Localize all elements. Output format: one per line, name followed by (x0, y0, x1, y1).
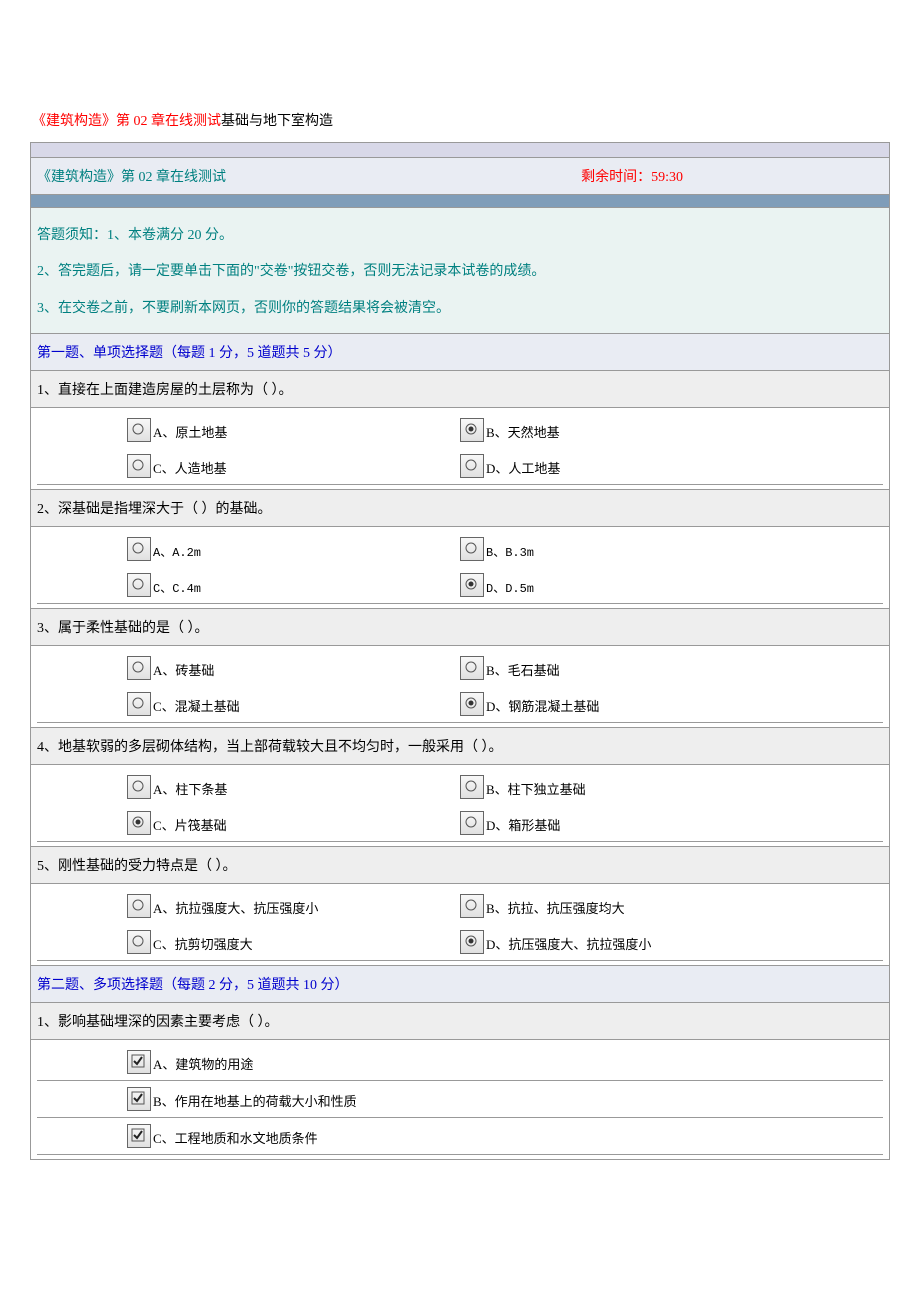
s2-q1-B-checkbox[interactable] (127, 1087, 151, 1111)
instr-2: 2、答完题后，请一定要单击下面的"交卷"按钮交卷，否则无法记录本试卷的成绩。 (37, 254, 883, 290)
s1-q3-C-label: C、混凝土基础 (153, 699, 240, 714)
s1-q5-B-radio[interactable] (460, 894, 484, 918)
s1-q5-C-radio[interactable] (127, 930, 151, 954)
s1-q2-C-label: C、C.4m (153, 582, 201, 596)
s2-q1-A-checkbox[interactable] (127, 1050, 151, 1074)
s1-q5-A-label: A、抗拉强度大、抗压强度小 (153, 901, 318, 916)
divider-row (31, 195, 890, 208)
s2-q1-text: 1、影响基础埋深的因素主要考虑（ ）。 (31, 1003, 890, 1040)
s1-q1-C-label: C、人造地基 (153, 461, 227, 476)
s1-q3-A-label: A、砖基础 (153, 663, 214, 678)
s1-q3-B-radio[interactable] (460, 656, 484, 680)
s1-q3-A-radio[interactable] (127, 656, 151, 680)
s1-q3-D-label: D、钢筋混凝土基础 (486, 699, 599, 714)
s1-q3-C-radio[interactable] (127, 692, 151, 716)
s2-q1-B-label: B、作用在地基上的荷载大小和性质 (153, 1094, 357, 1109)
s1-q5-text: 5、刚性基础的受力特点是（ ）。 (31, 847, 890, 884)
s1-q3-B-label: B、毛石基础 (486, 663, 560, 678)
header-row: 《建筑构造》第 02 章在线测试 剩余时间：59:30 (31, 158, 890, 195)
doc-title-black: 基础与地下室构造 (221, 114, 333, 129)
s1-q3-D-radio[interactable] (460, 692, 484, 716)
s1-q3-text: 3、属于柔性基础的是（ ）。 (31, 609, 890, 646)
s1-q1-D-radio[interactable] (460, 454, 484, 478)
s1-q2-D-radio[interactable] (460, 573, 484, 597)
s1-q2-B-label: B、B.3m (486, 546, 534, 560)
s2-q1-C-checkbox[interactable] (127, 1124, 151, 1148)
section-2-header: 第二题、多项选择题（每题 2 分，5 道题共 10 分） (31, 966, 890, 1003)
instr-1: 答题须知：1、本卷满分 20 分。 (37, 218, 883, 254)
instructions-row: 答题须知：1、本卷满分 20 分。 2、答完题后，请一定要单击下面的"交卷"按钮… (31, 208, 890, 334)
instr-3: 3、在交卷之前，不要刷新本网页，否则你的答题结果将会被清空。 (37, 291, 883, 327)
s1-q4-D-label: D、箱形基础 (486, 818, 560, 833)
s1-q1-D-label: D、人工地基 (486, 461, 560, 476)
s1-q1-A-label: A、原土地基 (153, 425, 227, 440)
s1-q1-A-radio[interactable] (127, 418, 151, 442)
s1-q4-B-radio[interactable] (460, 775, 484, 799)
s2-q1-A-label: A、建筑物的用途 (153, 1057, 253, 1072)
s1-q2-A-label: A、A.2m (153, 546, 201, 560)
s1-q1-text: 1、直接在上面建造房屋的土层称为（ ）。 (31, 371, 890, 408)
s1-q1-B-radio[interactable] (460, 418, 484, 442)
s1-q2-C-radio[interactable] (127, 573, 151, 597)
header-left: 《建筑构造》第 02 章在线测试 (37, 170, 226, 185)
s1-q4-D-radio[interactable] (460, 811, 484, 835)
s1-q5-B-label: B、抗拉、抗压强度均大 (486, 901, 625, 916)
s1-q2-B-radio[interactable] (460, 537, 484, 561)
s1-q2-A-radio[interactable] (127, 537, 151, 561)
s1-q5-C-label: C、抗剪切强度大 (153, 937, 253, 952)
s1-q5-D-label: D、抗压强度大、抗拉强度小 (486, 937, 651, 952)
s1-q4-A-label: A、柱下条基 (153, 782, 227, 797)
s1-q5-A-radio[interactable] (127, 894, 151, 918)
blank-row (31, 143, 890, 158)
doc-title: 《建筑构造》第 02 章在线测试基础与地下室构造 (30, 110, 890, 130)
s1-q1-B-label: B、天然地基 (486, 425, 560, 440)
s1-q2-text: 2、深基础是指埋深大于（ ）的基础。 (31, 490, 890, 527)
s1-q1-C-radio[interactable] (127, 454, 151, 478)
s1-q4-text: 4、地基软弱的多层砌体结构，当上部荷载较大且不均匀时，一般采用（ ）。 (31, 728, 890, 765)
s1-q5-D-radio[interactable] (460, 930, 484, 954)
header-timer: 剩余时间：59:30 (581, 166, 883, 186)
s1-q4-A-radio[interactable] (127, 775, 151, 799)
s1-q2-D-label: D、D.5m (486, 582, 534, 596)
quiz-table: 《建筑构造》第 02 章在线测试 剩余时间：59:30 答题须知：1、本卷满分 … (30, 142, 890, 1160)
s1-q4-B-label: B、柱下独立基础 (486, 782, 586, 797)
s1-q4-C-label: C、片筏基础 (153, 818, 227, 833)
s1-q4-C-radio[interactable] (127, 811, 151, 835)
doc-title-red: 《建筑构造》第 02 章在线测试 (32, 114, 221, 129)
s2-q1-C-label: C、工程地质和水文地质条件 (153, 1131, 318, 1146)
section-1-header: 第一题、单项选择题（每题 1 分，5 道题共 5 分） (31, 334, 890, 371)
